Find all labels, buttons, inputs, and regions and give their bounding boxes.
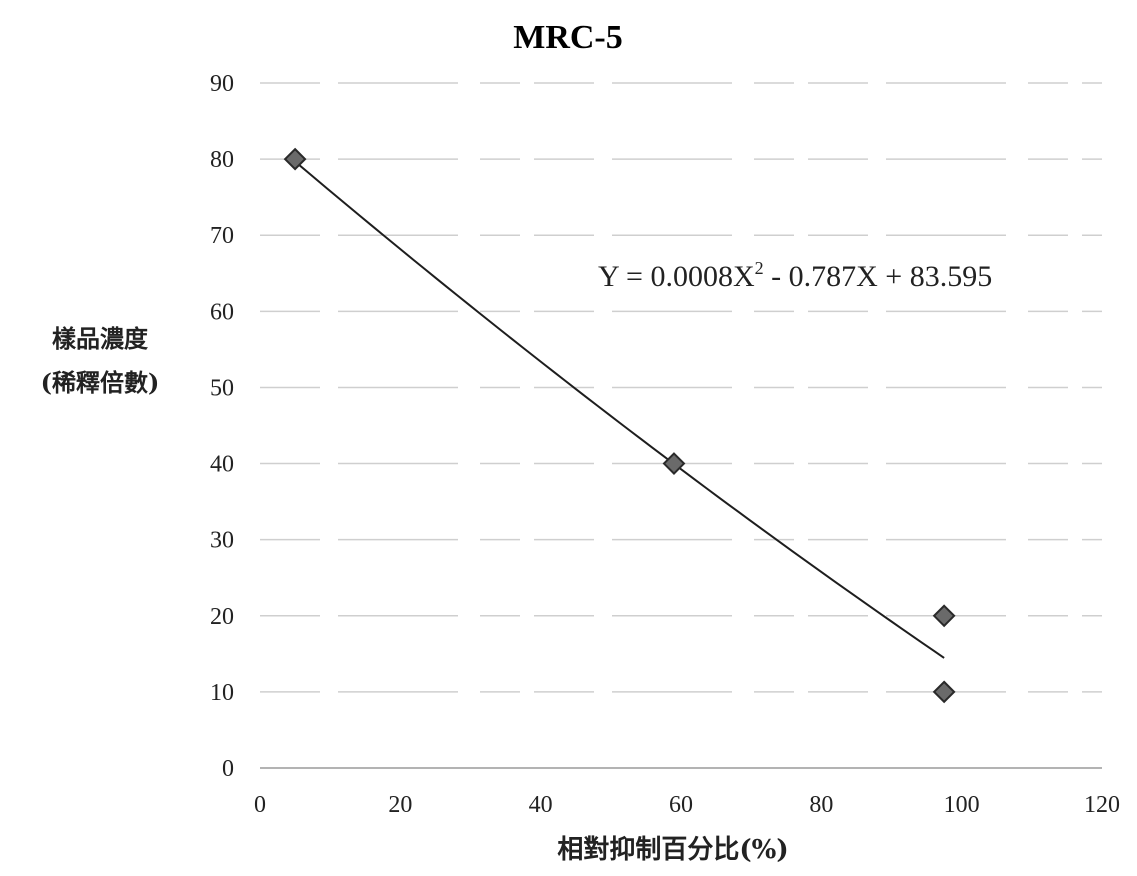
x-tick-label: 20 — [388, 792, 412, 818]
y-tick-label: 70 — [210, 223, 234, 249]
x-tick-label: 100 — [944, 792, 980, 818]
y-tick-label: 50 — [210, 375, 234, 401]
y-tick-label: 90 — [210, 71, 234, 97]
y-tick-label: 60 — [210, 299, 234, 325]
y-axis-label-line-1: 樣品濃度 — [52, 324, 149, 353]
equation-suffix: - 0.787X + 83.595 — [764, 260, 993, 293]
y-tick-label: 30 — [210, 528, 234, 554]
x-tick-label: 60 — [669, 792, 693, 818]
x-tick-label: 120 — [1084, 792, 1120, 818]
data-point-marker — [664, 454, 684, 474]
x-axis-label: 相對抑制百分比(%) — [557, 835, 788, 865]
x-axis-ticks: 0 20 40 60 80 100 120 — [254, 792, 1120, 818]
y-tick-label: 0 — [222, 756, 234, 782]
y-tick-label: 10 — [210, 680, 234, 706]
data-point-marker — [934, 682, 954, 702]
equation-prefix: Y = 0.0008X — [598, 260, 755, 293]
data-point-marker — [285, 149, 305, 169]
equation-superscript: 2 — [755, 258, 764, 278]
grid-lines — [260, 83, 1102, 692]
x-tick-label: 0 — [254, 792, 266, 818]
y-axis-ticks: 0 10 20 30 40 50 60 70 80 90 — [210, 71, 234, 782]
trendline-equation: Y = 0.0008X2 - 0.787X + 83.595 — [598, 258, 992, 293]
data-point-marker — [934, 606, 954, 626]
y-tick-label: 20 — [210, 604, 234, 630]
trendline — [295, 162, 944, 658]
x-tick-label: 40 — [529, 792, 553, 818]
y-axis-label-line-2: (稀釋倍數) — [41, 368, 160, 397]
y-tick-label: 40 — [210, 452, 234, 478]
data-points — [285, 149, 954, 702]
y-tick-label: 80 — [210, 147, 234, 173]
chart-title: MRC-5 — [513, 19, 623, 56]
x-tick-label: 80 — [809, 792, 833, 818]
